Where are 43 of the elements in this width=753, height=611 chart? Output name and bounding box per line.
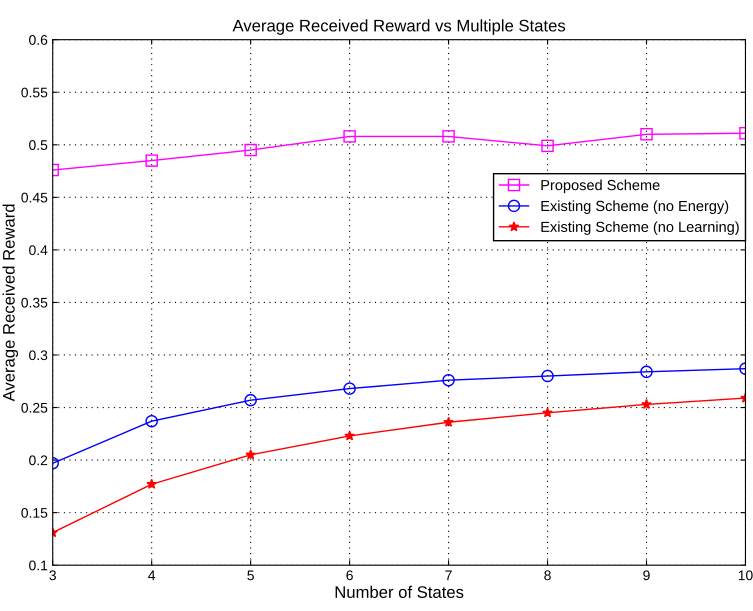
point (640, 128, 653, 141)
point (145, 154, 158, 167)
y-tick-label: 0.15 (21, 508, 48, 518)
y-tick-label: 0.35 (21, 298, 48, 308)
chart-title: Average Received Reward vs Multiple States (232, 19, 566, 35)
x-tick-label: 10 (738, 570, 753, 580)
y-tick-label: 0.55 (21, 88, 48, 98)
point (442, 130, 455, 143)
x-tick-label: 9 (643, 570, 650, 580)
x-tick-label: 8 (544, 570, 551, 580)
y-tick-label: 0.1 (29, 560, 48, 570)
y-axis-title: Average Received Reward (2, 204, 18, 402)
y-tick-label: 0.6 (29, 35, 48, 45)
point (145, 414, 158, 428)
point (343, 382, 356, 395)
legend-label: Existing Scheme (no Energy) (541, 200, 728, 214)
point (245, 449, 256, 460)
point (442, 374, 455, 386)
y-tick-label: 0.45 (21, 192, 48, 203)
y-tick-label: 0.5 (29, 140, 48, 150)
legend-label: Proposed Scheme (541, 180, 660, 194)
y-tick-label: 0.2 (29, 455, 48, 466)
x-axis-title: Number of States (336, 586, 464, 598)
point (640, 366, 653, 378)
x-tick-label: 6 (346, 570, 353, 580)
x-tick-label: 4 (148, 570, 156, 580)
point (343, 130, 356, 143)
y-tick-label: 0.4 (29, 245, 48, 256)
legend-label: Existing Scheme (no Learning) (541, 221, 739, 235)
x-tick-label: 5 (247, 570, 254, 580)
x-tick-label: 3 (49, 570, 56, 580)
point (542, 407, 553, 418)
point (641, 398, 652, 410)
point (541, 370, 554, 382)
point (443, 416, 454, 427)
point (344, 430, 355, 441)
y-tick-label: 0.25 (21, 402, 48, 413)
x-tick-label: 7 (445, 570, 452, 580)
point (244, 144, 257, 156)
point (244, 394, 257, 406)
y-tick-label: 0.3 (29, 350, 48, 360)
point (146, 478, 157, 489)
point (541, 140, 554, 152)
